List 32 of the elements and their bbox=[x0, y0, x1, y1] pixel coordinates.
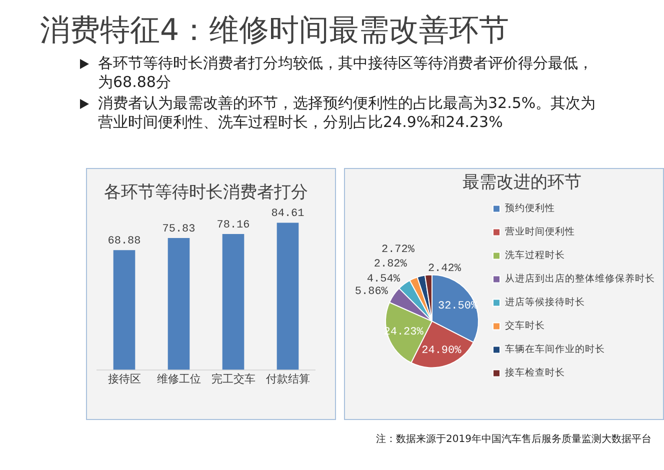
text: 消费特征4：维修时间最需改善环节 bbox=[40, 12, 510, 50]
legend-label: 从进店到出店的整体维修保养时长 bbox=[504, 272, 655, 285]
text: 消费者认为最需改善的环节，选择预约便利性的占比最高为32.5%。其次为营业时间便利性、洗车过程时长，分别占比24.9%和24.23% bbox=[98, 94, 596, 131]
legend-label: 预约便利性 bbox=[504, 202, 555, 214]
bar bbox=[222, 234, 244, 370]
chart-title: 最需改进的环节 bbox=[462, 172, 582, 193]
data-label: 75.83 bbox=[162, 223, 196, 236]
bar bbox=[113, 250, 136, 370]
bar bbox=[276, 222, 299, 370]
legend-label: 交车时长 bbox=[504, 320, 545, 332]
text: 注：数据来源于2019年中国汽车售后服务质量监测大数据平台 bbox=[376, 432, 652, 446]
data-label: 4.54% bbox=[366, 273, 400, 286]
legend-label: 营业时间便利性 bbox=[504, 226, 575, 238]
data-label: 2.42% bbox=[428, 262, 462, 275]
data-label: 24.90% bbox=[422, 344, 462, 357]
data-label: 2.82% bbox=[374, 258, 408, 271]
x-tick-label: 付款结算 bbox=[266, 372, 310, 386]
data-label: 78.16 bbox=[216, 219, 250, 232]
data-label: 5.86% bbox=[354, 286, 388, 298]
legend-label: 洗车过程时长 bbox=[504, 249, 565, 262]
legend-label: 进店等候接待时长 bbox=[504, 296, 585, 308]
legend-label: 车辆在车间作业的时长 bbox=[504, 343, 605, 356]
data-label: 84.61 bbox=[271, 208, 305, 220]
text: 各环节等待时长消费者打分均较低，其中接待区等待消费者评价得分最低，为68.88分 bbox=[98, 54, 593, 91]
x-tick-label: 维修工位 bbox=[156, 372, 201, 386]
x-tick-label: 完工交车 bbox=[211, 372, 256, 386]
data-label: 2.72% bbox=[381, 244, 415, 256]
chart-title: 各环节等待时长消费者打分 bbox=[104, 182, 308, 203]
data-label: 68.88 bbox=[108, 236, 141, 248]
x-tick-label: 接待区 bbox=[108, 372, 141, 386]
legend-label: 接车检查时长 bbox=[504, 366, 565, 379]
bar bbox=[168, 238, 190, 370]
